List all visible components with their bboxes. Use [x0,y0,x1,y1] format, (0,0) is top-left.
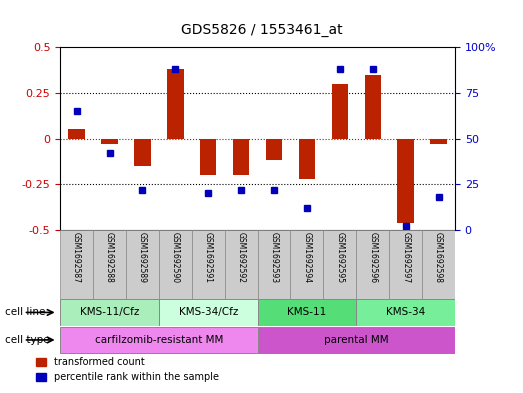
Bar [332,84,348,138]
Bar [365,75,381,138]
Text: GDS5826 / 1553461_at: GDS5826 / 1553461_at [180,23,343,37]
Bar [126,230,159,299]
Bar [266,138,282,160]
Bar [356,230,389,299]
Bar [389,230,422,299]
Bar [430,138,447,144]
Text: GSM1692588: GSM1692588 [105,232,114,283]
Bar [93,230,126,299]
Text: KMS-34/Cfz: KMS-34/Cfz [178,307,238,318]
Text: GSM1692597: GSM1692597 [401,232,410,283]
Text: GSM1692598: GSM1692598 [434,232,443,283]
Text: GSM1692594: GSM1692594 [302,232,311,283]
Text: GSM1692592: GSM1692592 [236,232,246,283]
Bar [233,138,249,175]
Text: GSM1692593: GSM1692593 [269,232,279,283]
Bar [225,230,257,299]
Bar [299,138,315,179]
Bar [397,138,414,222]
Text: GSM1692596: GSM1692596 [368,232,377,283]
Bar [159,230,192,299]
Bar [159,299,257,326]
Bar [290,230,323,299]
Text: GSM1692595: GSM1692595 [335,232,344,283]
Text: cell line: cell line [5,307,46,318]
Bar [422,230,455,299]
Bar [60,327,257,353]
Text: cell type: cell type [5,335,50,345]
Bar [257,327,455,353]
Text: KMS-34: KMS-34 [386,307,425,318]
Bar [60,230,93,299]
Bar [200,138,217,175]
Text: carfilzomib-resistant MM: carfilzomib-resistant MM [95,335,223,345]
Text: GSM1692591: GSM1692591 [204,232,213,283]
Text: parental MM: parental MM [324,335,389,345]
Text: KMS-11: KMS-11 [287,307,326,318]
Bar [167,69,184,138]
Bar [101,138,118,144]
Bar [134,138,151,166]
Text: KMS-11/Cfz: KMS-11/Cfz [80,307,139,318]
Text: GSM1692590: GSM1692590 [171,232,180,283]
Bar [257,230,290,299]
Bar [356,299,455,326]
Bar [192,230,225,299]
Bar [257,299,356,326]
Bar [323,230,356,299]
Legend: transformed count, percentile rank within the sample: transformed count, percentile rank withi… [36,357,219,382]
Text: GSM1692587: GSM1692587 [72,232,81,283]
Text: GSM1692589: GSM1692589 [138,232,147,283]
Bar [60,299,159,326]
Bar [69,129,85,138]
